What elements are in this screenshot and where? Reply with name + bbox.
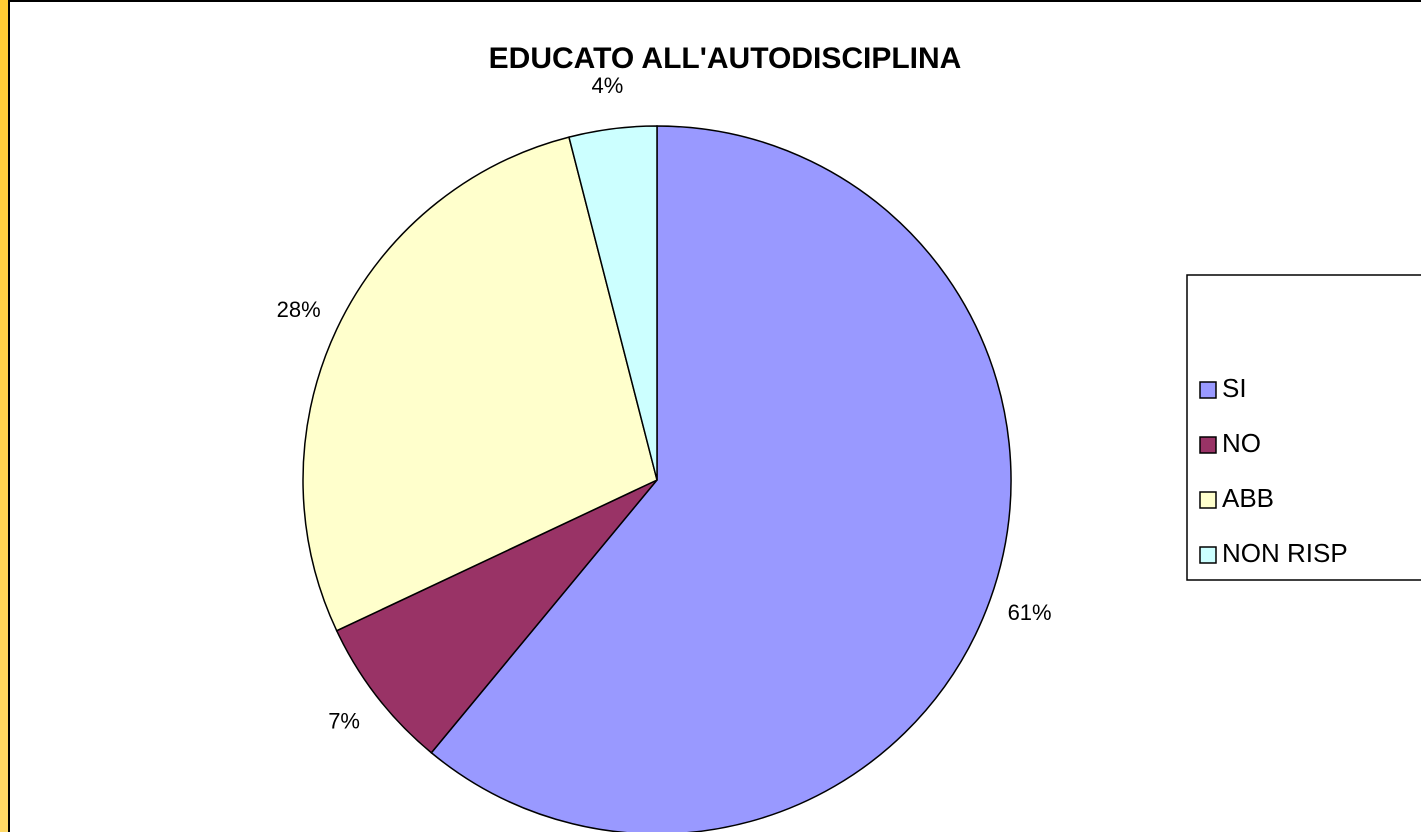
legend-label: NON RISP bbox=[1222, 538, 1348, 568]
legend-label: SI bbox=[1222, 373, 1247, 403]
chart-title: EDUCATO ALL'AUTODISCIPLINA bbox=[489, 42, 962, 75]
side-strip bbox=[0, 0, 9, 832]
pie-slice bbox=[335, 479, 658, 754]
legend-swatch bbox=[1199, 381, 1217, 399]
legend-swatch bbox=[1199, 436, 1217, 454]
data-label: 7% bbox=[328, 709, 360, 734]
pie-slice bbox=[302, 136, 658, 632]
data-label: 28% bbox=[277, 297, 321, 322]
legend-label: NO bbox=[1222, 428, 1261, 458]
legend-box bbox=[1186, 274, 1421, 581]
legend-swatch bbox=[1199, 491, 1217, 509]
legend-label: ABB bbox=[1222, 483, 1274, 513]
data-label: 61% bbox=[1008, 600, 1052, 625]
legend-swatch bbox=[1199, 546, 1217, 564]
pie-slice bbox=[568, 125, 658, 481]
data-label: 4% bbox=[591, 73, 623, 98]
